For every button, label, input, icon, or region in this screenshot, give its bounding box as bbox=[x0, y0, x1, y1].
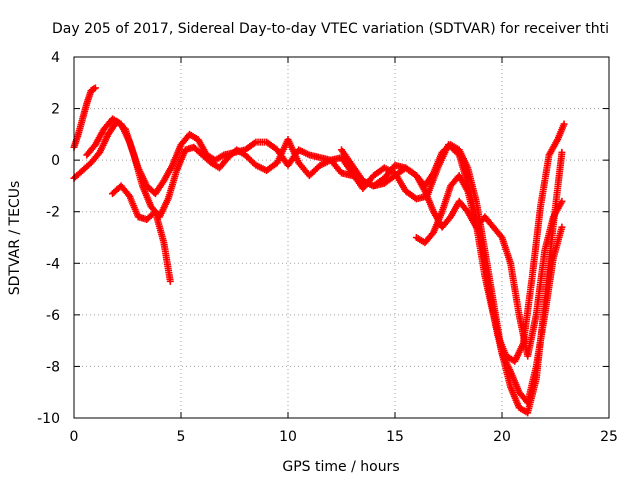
series-track-c bbox=[70, 117, 566, 417]
series-track-e bbox=[338, 146, 566, 360]
y-tick-label: -8 bbox=[46, 359, 60, 375]
series-track-f bbox=[412, 172, 566, 407]
plot-frame bbox=[73, 56, 610, 419]
x-tick-label: 10 bbox=[279, 429, 297, 445]
data-point bbox=[558, 197, 566, 205]
y-axis-label: SDTVAR / TECUs bbox=[7, 181, 23, 296]
series-layer bbox=[70, 84, 568, 417]
y-tick-label: -2 bbox=[46, 205, 60, 221]
x-tick-label: 25 bbox=[600, 429, 618, 445]
y-tick-label: 2 bbox=[51, 102, 60, 118]
data-point bbox=[166, 277, 174, 285]
data-point bbox=[250, 139, 258, 147]
x-axis-label: GPS time / hours bbox=[282, 459, 399, 475]
series-track-d bbox=[109, 182, 174, 285]
y-tick-label: -10 bbox=[37, 411, 60, 427]
data-point bbox=[558, 223, 566, 231]
data-point bbox=[558, 148, 566, 156]
data-point bbox=[560, 120, 568, 128]
grid bbox=[74, 57, 609, 418]
data-point bbox=[91, 84, 99, 92]
y-tick-label: 0 bbox=[51, 153, 60, 169]
chart-title: Day 205 of 2017, Sidereal Day-to-day VTE… bbox=[52, 21, 609, 37]
data-point bbox=[90, 85, 98, 93]
x-tick-label: 20 bbox=[493, 429, 511, 445]
x-tick-label: 0 bbox=[70, 429, 79, 445]
x-tick-label: 15 bbox=[386, 429, 404, 445]
y-tick-label: -6 bbox=[46, 308, 60, 324]
x-tick-label: 5 bbox=[177, 429, 186, 445]
y-tick-label: -4 bbox=[46, 256, 60, 272]
y-tick-label: 4 bbox=[51, 50, 60, 66]
